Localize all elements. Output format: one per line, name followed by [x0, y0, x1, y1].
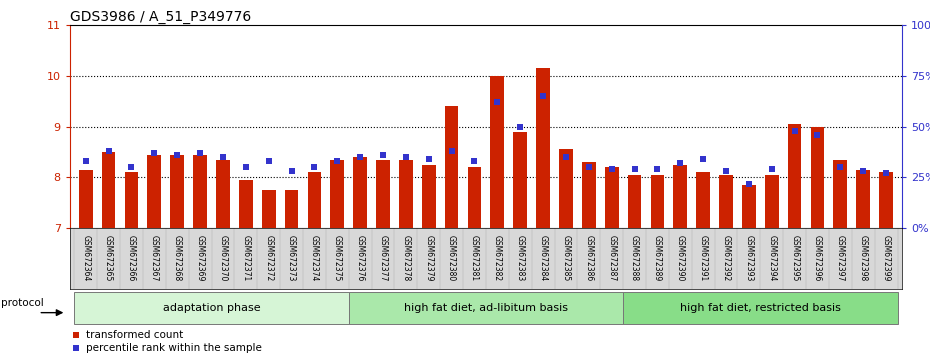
FancyBboxPatch shape — [349, 292, 623, 324]
Text: GSM672380: GSM672380 — [447, 235, 456, 281]
Bar — [719, 175, 733, 228]
Bar — [330, 160, 344, 228]
Bar — [559, 149, 573, 228]
Bar — [490, 76, 504, 228]
Text: GSM672372: GSM672372 — [264, 235, 273, 281]
Text: GDS3986 / A_51_P349776: GDS3986 / A_51_P349776 — [70, 10, 251, 24]
FancyBboxPatch shape — [623, 292, 897, 324]
Text: GSM672376: GSM672376 — [355, 235, 365, 282]
Bar — [399, 160, 413, 228]
Text: GSM672395: GSM672395 — [790, 235, 799, 282]
Text: percentile rank within the sample: percentile rank within the sample — [86, 343, 262, 353]
Text: GSM672384: GSM672384 — [538, 235, 548, 281]
Text: GSM672386: GSM672386 — [584, 235, 593, 281]
Bar — [148, 155, 161, 228]
Text: transformed count: transformed count — [86, 330, 183, 340]
Bar — [879, 172, 893, 228]
Text: GSM672381: GSM672381 — [470, 235, 479, 281]
Bar — [376, 160, 390, 228]
Text: high fat diet, ad-libitum basis: high fat diet, ad-libitum basis — [404, 303, 568, 313]
Text: GSM672392: GSM672392 — [722, 235, 731, 281]
Text: GSM672398: GSM672398 — [858, 235, 868, 281]
Text: GSM672389: GSM672389 — [653, 235, 662, 281]
Text: GSM672399: GSM672399 — [882, 235, 891, 282]
Bar — [353, 157, 367, 228]
Bar — [193, 155, 207, 228]
Bar — [811, 127, 824, 228]
Text: GSM672366: GSM672366 — [127, 235, 136, 282]
Bar — [582, 162, 596, 228]
Bar — [422, 165, 435, 228]
Text: GSM672391: GSM672391 — [698, 235, 708, 281]
Text: GSM672394: GSM672394 — [767, 235, 777, 282]
Bar — [628, 175, 642, 228]
Bar — [764, 175, 778, 228]
Text: GSM672387: GSM672387 — [607, 235, 617, 281]
Text: GSM672396: GSM672396 — [813, 235, 822, 282]
Bar — [262, 190, 275, 228]
Text: GSM672393: GSM672393 — [744, 235, 753, 282]
Bar — [445, 106, 458, 228]
Text: GSM672390: GSM672390 — [676, 235, 684, 282]
Text: protocol: protocol — [1, 298, 44, 308]
Bar — [239, 180, 253, 228]
Bar — [216, 160, 230, 228]
Text: GSM672364: GSM672364 — [81, 235, 90, 282]
Bar — [468, 167, 482, 228]
Text: GSM672397: GSM672397 — [836, 235, 844, 282]
Text: high fat diet, restricted basis: high fat diet, restricted basis — [680, 303, 841, 313]
Bar — [170, 155, 184, 228]
FancyBboxPatch shape — [74, 292, 349, 324]
Bar — [125, 172, 139, 228]
Text: GSM672385: GSM672385 — [562, 235, 570, 281]
Bar — [101, 152, 115, 228]
Bar — [285, 190, 299, 228]
Text: GSM672370: GSM672370 — [219, 235, 228, 282]
Text: GSM672374: GSM672374 — [310, 235, 319, 282]
Bar — [513, 132, 527, 228]
Bar — [742, 185, 756, 228]
Text: GSM672371: GSM672371 — [241, 235, 250, 281]
Bar — [604, 167, 618, 228]
Text: GSM672379: GSM672379 — [424, 235, 433, 282]
Bar — [833, 160, 847, 228]
Bar — [788, 124, 802, 228]
Bar — [537, 68, 550, 228]
Text: GSM672388: GSM672388 — [630, 235, 639, 281]
Text: GSM672375: GSM672375 — [333, 235, 342, 282]
Text: GSM672382: GSM672382 — [493, 235, 502, 281]
Bar — [697, 172, 710, 228]
Text: adaptation phase: adaptation phase — [163, 303, 260, 313]
Text: GSM672377: GSM672377 — [379, 235, 388, 282]
Text: GSM672368: GSM672368 — [173, 235, 181, 281]
Bar — [79, 170, 93, 228]
Bar — [857, 170, 870, 228]
Text: GSM672365: GSM672365 — [104, 235, 113, 282]
Text: GSM672367: GSM672367 — [150, 235, 159, 282]
Text: GSM672373: GSM672373 — [287, 235, 296, 282]
Bar — [673, 165, 687, 228]
Bar — [651, 175, 664, 228]
Text: GSM672378: GSM672378 — [402, 235, 410, 281]
Text: GSM672383: GSM672383 — [516, 235, 525, 281]
Text: GSM672369: GSM672369 — [195, 235, 205, 282]
Bar — [308, 172, 321, 228]
